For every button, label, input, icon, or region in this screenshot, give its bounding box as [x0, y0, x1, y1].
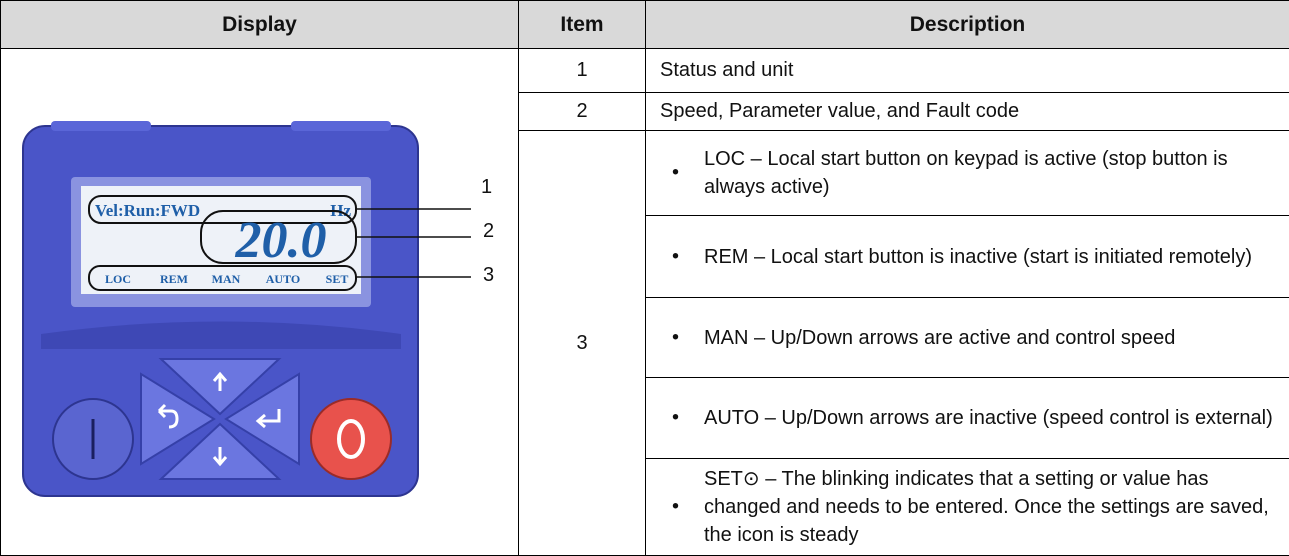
item-cell: 2	[519, 93, 646, 131]
display-cell: Vel:Run:FWD Hz 20.0 LOC REM MAN AUTO SET…	[1, 49, 519, 556]
item-cell: 3	[519, 131, 646, 556]
item-cell: 1	[519, 49, 646, 93]
value: 20.0	[235, 212, 327, 269]
header-cell: Description	[646, 1, 1289, 49]
keypad-tab	[51, 121, 151, 131]
row: Vel:Run:FWD Hz 20.0 LOC REM MAN AUTO SET…	[1, 49, 1289, 93]
bullet-cell: MAN – Up/Down arrows are active and cont…	[646, 298, 1289, 378]
keypad-tab	[291, 121, 391, 131]
header-cell: Display	[1, 1, 519, 49]
indicator: REM	[160, 272, 188, 286]
callout: 1	[481, 176, 492, 198]
bullet-cell: LOC – Local start button on keypad is ac…	[646, 131, 1289, 216]
keypad-image: Vel:Run:FWD Hz 20.0 LOC REM MAN AUTO SET…	[1, 49, 517, 556]
indicator: AUTO	[266, 272, 300, 286]
bullet-cell: REM – Local start button is inactive (st…	[646, 216, 1289, 298]
indicator: SET	[326, 272, 349, 286]
stop-button	[311, 399, 391, 479]
bullet-cell: AUTO – Up/Down arrows are inactive (spee…	[646, 378, 1289, 459]
header-cell: Item	[519, 1, 646, 49]
indicator: MAN	[212, 272, 241, 286]
status-line: Vel:Run:FWD	[95, 201, 200, 220]
description-cell: Speed, Parameter value, and Fault code	[646, 93, 1289, 131]
description-cell: Status and unit	[646, 49, 1289, 93]
indicator: LOC	[105, 272, 131, 286]
callout: 2	[483, 220, 494, 242]
callout: 3	[483, 264, 494, 286]
header-row: Display Item Description	[1, 1, 1289, 49]
bullet-cell: SET⊙ – The blinking indicates that a set…	[646, 459, 1289, 556]
